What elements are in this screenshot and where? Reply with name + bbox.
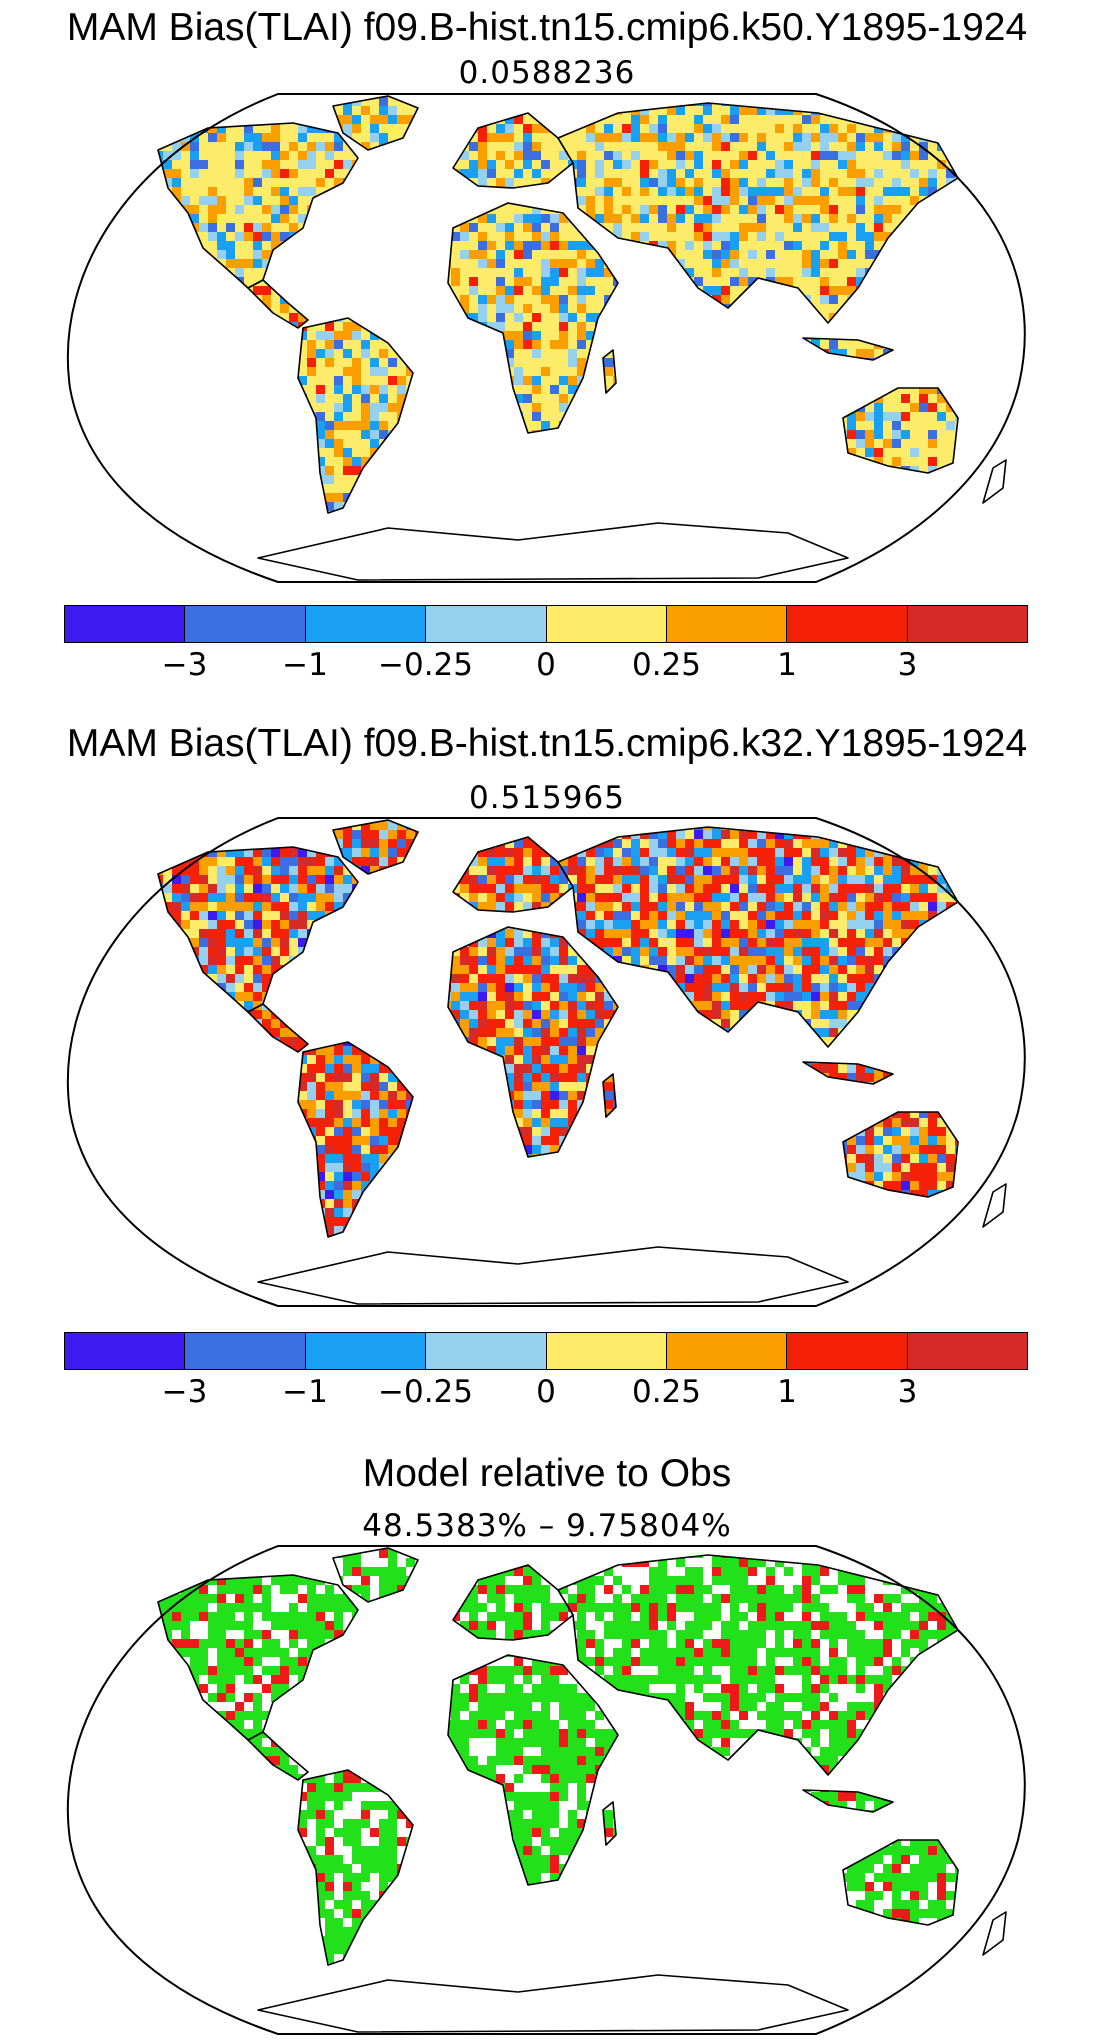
colorbar-tick-label: −1: [282, 647, 328, 683]
coastline: [602, 349, 617, 394]
colorbar-swatch: [426, 606, 547, 642]
colorbar-swatch: [666, 1333, 788, 1369]
coastline: [842, 1839, 959, 1926]
colorbar-swatch: [787, 606, 908, 642]
coastline: [332, 819, 419, 875]
coastline: [247, 1731, 309, 1781]
coastline: [982, 459, 1007, 504]
panel1-map: [66, 93, 1026, 583]
colorbar-tick-label: −3: [161, 647, 208, 683]
colorbar-swatch: [305, 1333, 427, 1369]
colorbar-2-boxes: [64, 1332, 1028, 1370]
coastline: [557, 826, 959, 1048]
coastline: [297, 317, 414, 514]
colorbar-swatch: [907, 606, 1027, 642]
colorbar-tick-label: 3: [897, 1374, 918, 1410]
colorbar-1: −3 −1 −0.25 0 0.25 1 3: [0, 605, 1094, 695]
coastline: [557, 102, 959, 324]
panel2-map: [66, 817, 1026, 1307]
colorbar-tick-label: −0.25: [378, 647, 473, 683]
coastline: [297, 1769, 414, 1966]
coastline: [842, 387, 959, 474]
coastline: [157, 1574, 359, 1741]
colorbar-tick-label: −1: [282, 1374, 328, 1410]
coastline: [332, 1547, 419, 1603]
colorbar-swatch: [65, 606, 186, 642]
colorbar-swatch: [546, 606, 667, 642]
colorbar-2: −3 −1 −0.25 0 0.25 1 3: [0, 1332, 1094, 1422]
coastline: [257, 1974, 849, 2033]
panel3-title: Model relative to Obs: [362, 1452, 732, 1495]
colorbar-tick-label: −3: [161, 1374, 208, 1410]
colorbar-tick-label: 0: [536, 647, 556, 683]
coastline: [447, 202, 619, 434]
colorbar-1-boxes: [64, 605, 1028, 643]
coastline: [602, 1073, 617, 1118]
colorbar-tick-label: 1: [777, 647, 797, 683]
coastline: [602, 1801, 617, 1846]
colorbar-swatch: [185, 606, 306, 642]
colorbar-tick-label: 1: [777, 1374, 797, 1410]
coastline: [157, 122, 359, 289]
colorbar-tick-label: 0.25: [631, 1374, 702, 1410]
coastline: [802, 337, 894, 361]
map-frame-outline: [66, 1545, 1026, 2035]
colorbar-tick-label: −0.25: [378, 1374, 473, 1410]
coastline: [557, 1554, 959, 1776]
coastline: [247, 1003, 309, 1053]
colorbar-swatch: [546, 1333, 667, 1369]
colorbar-tick-label: 0.25: [631, 647, 702, 683]
coastline: [802, 1789, 894, 1813]
coastline: [157, 846, 359, 1013]
panel2-subtitle: 0.515965: [469, 780, 625, 816]
colorbar-swatch: [305, 606, 427, 642]
map-frame-outline: [66, 93, 1026, 583]
colorbar-swatch: [426, 1333, 547, 1369]
panel3-map: [66, 1545, 1026, 2035]
coastline: [247, 279, 309, 329]
coastline: [447, 1654, 619, 1886]
coastline: [982, 1183, 1007, 1228]
coastline: [257, 1246, 849, 1305]
panel1-subtitle: 0.0588236: [458, 55, 636, 91]
coastline: [257, 522, 849, 581]
panel1-title: MAM Bias(TLAI) f09.B-hist.tn15.cmip6.k50…: [66, 6, 1028, 49]
coastline: [982, 1911, 1007, 1956]
map-frame-outline: [66, 817, 1026, 1307]
colorbar-tick-label: 0: [536, 1374, 556, 1410]
colorbar-tick-label: 3: [897, 647, 918, 683]
coastline: [842, 1111, 959, 1198]
coastline: [447, 926, 619, 1158]
coastline: [332, 95, 419, 151]
panel3-subtitle: 48.5383% – 9.75804%: [362, 1508, 732, 1544]
coastline: [802, 1061, 894, 1085]
colorbar-swatch: [65, 1333, 186, 1369]
colorbar-swatch: [666, 606, 788, 642]
colorbar-swatch: [787, 1333, 908, 1369]
panel2-title: MAM Bias(TLAI) f09.B-hist.tn15.cmip6.k32…: [66, 722, 1028, 765]
coastline: [297, 1041, 414, 1238]
colorbar-swatch: [185, 1333, 306, 1369]
colorbar-swatch: [907, 1333, 1027, 1369]
